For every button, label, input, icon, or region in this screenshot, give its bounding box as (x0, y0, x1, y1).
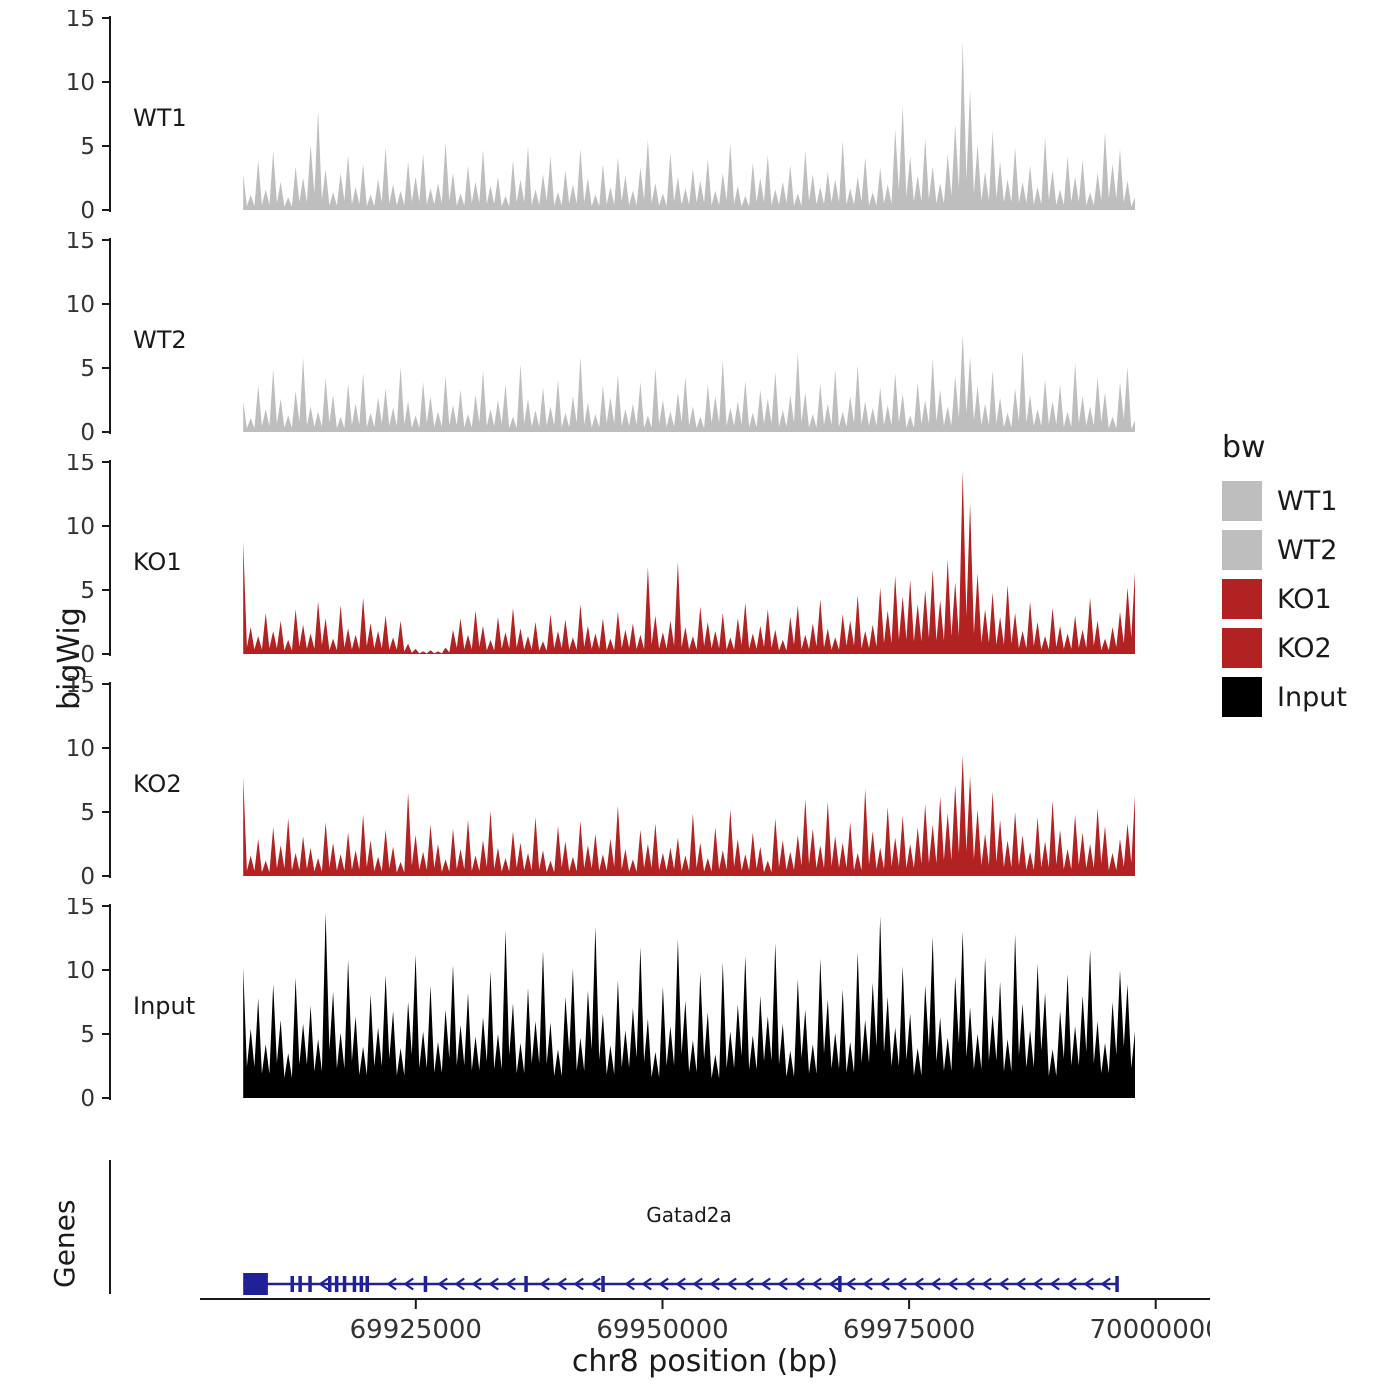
svg-text:0: 0 (80, 1086, 95, 1112)
exon (328, 1276, 332, 1292)
signal-area-WT2 (243, 334, 1135, 432)
legend-items: WT1 WT2 KO1 KO2 Input (1222, 481, 1347, 717)
signal-tracks: 0 5 10 15 WT1 0 5 10 15 WT2 0 5 10 15 KO1 0 5 10 15 KO2 0 5 10… (0, 10, 1210, 1120)
svg-text:15: 15 (66, 232, 95, 254)
exon (423, 1276, 428, 1292)
exon (1115, 1276, 1119, 1292)
svg-text:KO2: KO2 (133, 770, 182, 798)
legend-label: Input (1277, 681, 1347, 713)
legend-label: KO2 (1277, 632, 1332, 664)
svg-text:15: 15 (66, 10, 95, 32)
gene-panel: Gatad2a (0, 1118, 1210, 1298)
svg-text:5: 5 (80, 356, 95, 382)
legend-swatch-icon (1222, 579, 1262, 619)
legend-item-WT2: WT2 (1222, 530, 1347, 570)
track-Input: 0 5 10 15 Input (66, 898, 1135, 1112)
svg-text:70000000: 70000000 (1090, 1315, 1210, 1345)
exon (352, 1276, 357, 1292)
legend-swatch-icon (1222, 628, 1262, 668)
x-axis: 69925000 69950000 69975000 70000000 (0, 1296, 1210, 1400)
svg-text:69975000: 69975000 (843, 1315, 975, 1345)
svg-text:69925000: 69925000 (350, 1315, 482, 1345)
svg-text:0: 0 (80, 198, 95, 224)
svg-text:WT1: WT1 (133, 104, 187, 132)
exon (601, 1276, 605, 1292)
track-WT1: 0 5 10 15 WT1 (66, 10, 1135, 224)
legend-item-WT1: WT1 (1222, 481, 1347, 521)
gene-track-Gatad2a: Gatad2a (109, 1160, 1119, 1295)
exon (334, 1276, 339, 1292)
signal-area-KO1 (243, 471, 1135, 654)
legend-swatch-icon (1222, 677, 1262, 717)
track-KO1: 0 5 10 15 KO1 (66, 454, 1135, 668)
exon (524, 1276, 528, 1292)
svg-text:0: 0 (80, 420, 95, 446)
exon (243, 1273, 268, 1295)
signal-area-Input (243, 912, 1135, 1098)
exon (359, 1276, 364, 1292)
legend-item-KO2: KO2 (1222, 628, 1347, 668)
exon (838, 1276, 842, 1292)
signal-area-KO2 (243, 755, 1135, 876)
x-axis-svg: 69925000 69950000 69975000 70000000 (200, 1298, 1210, 1345)
track-KO2: 0 5 10 15 KO2 (66, 676, 1135, 890)
svg-text:Input: Input (133, 992, 195, 1020)
svg-text:10: 10 (66, 958, 95, 984)
exon (308, 1276, 312, 1292)
legend: bw WT1 WT2 KO1 KO2 Input (1222, 430, 1347, 726)
svg-text:KO1: KO1 (133, 548, 182, 576)
signal-area-WT1 (243, 41, 1135, 210)
svg-text:15: 15 (66, 898, 95, 920)
svg-text:10: 10 (66, 736, 95, 762)
svg-text:10: 10 (66, 70, 95, 96)
svg-text:Gatad2a: Gatad2a (646, 1203, 732, 1227)
track-WT2: 0 5 10 15 WT2 (66, 232, 1135, 446)
svg-text:15: 15 (66, 454, 95, 476)
svg-text:15: 15 (66, 676, 95, 698)
legend-label: WT1 (1277, 485, 1338, 517)
svg-text:69950000: 69950000 (596, 1315, 728, 1345)
legend-label: KO1 (1277, 583, 1332, 615)
svg-text:5: 5 (80, 1022, 95, 1048)
svg-text:10: 10 (66, 292, 95, 318)
legend-swatch-icon (1222, 530, 1262, 570)
svg-text:0: 0 (80, 864, 95, 890)
legend-label: WT2 (1277, 534, 1338, 566)
exon (365, 1276, 369, 1292)
svg-text:5: 5 (80, 134, 95, 160)
svg-text:10: 10 (66, 514, 95, 540)
svg-text:5: 5 (80, 578, 95, 604)
legend-item-KO1: KO1 (1222, 579, 1347, 619)
exon (342, 1276, 347, 1292)
legend-title: bw (1222, 430, 1266, 465)
legend-item-Input: Input (1222, 677, 1347, 717)
svg-text:WT2: WT2 (133, 326, 187, 354)
exon (298, 1276, 302, 1292)
legend-swatch-icon (1222, 481, 1262, 521)
svg-text:0: 0 (80, 642, 95, 668)
x-axis-title: chr8 position (bp) (571, 1344, 839, 1379)
svg-text:5: 5 (80, 800, 95, 826)
exon (290, 1276, 294, 1292)
